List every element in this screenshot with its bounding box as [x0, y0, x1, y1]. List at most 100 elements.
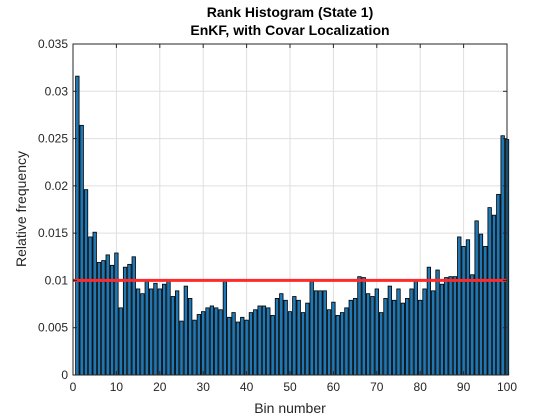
histogram-bar — [92, 231, 97, 376]
histogram-bar — [496, 193, 501, 376]
y-tick-label: 0.01 — [45, 273, 69, 287]
histogram-bar — [361, 277, 366, 376]
histogram-bar — [240, 316, 245, 376]
histogram-bar — [422, 288, 427, 376]
histogram-bar — [270, 315, 275, 376]
x-tick-label: 100 — [497, 380, 517, 394]
histogram-bar — [131, 256, 136, 376]
histogram-bar — [348, 299, 353, 376]
histogram-bar — [431, 290, 436, 376]
histogram-bar — [227, 316, 232, 376]
histogram-bar — [162, 283, 167, 376]
y-axis-label: Relative frequency — [13, 151, 29, 267]
histogram-bar — [370, 296, 375, 376]
histogram-bar — [183, 285, 188, 376]
histogram-bar — [287, 311, 293, 376]
histogram-bar — [148, 288, 154, 376]
y-tick-label: 0.035 — [38, 37, 68, 51]
histogram-bar — [122, 266, 128, 376]
chart-title-line-2: EnKF, with Covar Localization — [190, 22, 389, 38]
histogram-bar — [387, 285, 392, 376]
y-tick-label: 0.005 — [38, 321, 68, 335]
histogram-bar — [231, 312, 236, 376]
histogram-bar — [114, 252, 119, 376]
x-axis-label: Bin number — [254, 400, 326, 416]
histogram-bar — [279, 293, 284, 376]
y-tick-label: 0.03 — [45, 84, 69, 98]
histogram-bar — [331, 301, 336, 376]
histogram-bar — [292, 296, 297, 376]
x-tick-label: 90 — [457, 380, 471, 394]
x-tick-label: 80 — [414, 380, 428, 394]
histogram-bar — [357, 276, 362, 376]
histogram-bar — [500, 135, 505, 376]
chart-title-line-1: Rank Histogram (State 1) — [207, 4, 373, 20]
histogram-bar — [157, 288, 162, 376]
x-tick-label: 50 — [283, 380, 297, 394]
histogram-bar — [326, 309, 332, 376]
y-tick-label: 0 — [61, 368, 68, 382]
histogram-bar — [461, 245, 466, 376]
histogram-bar — [435, 269, 440, 376]
histogram-bar — [105, 254, 110, 376]
x-tick-label: 10 — [110, 380, 124, 394]
histogram-bar — [448, 276, 453, 376]
histogram-bar — [305, 302, 310, 376]
histogram-bar — [365, 293, 371, 376]
histogram-bar — [218, 309, 223, 376]
histogram-bar — [118, 307, 123, 376]
histogram-bar — [474, 220, 479, 376]
histogram-bar — [309, 280, 314, 376]
histogram-bar — [144, 280, 149, 376]
histogram-bars — [75, 75, 510, 376]
histogram-bar — [209, 305, 215, 376]
histogram-bar — [296, 299, 301, 376]
axis-ticks: 0 10 20 30 40 50 60 70 80 90 100 0 0.005 0.01 0.015 0.0… — [38, 37, 517, 394]
histogram-bar — [175, 290, 180, 376]
histogram-bar — [88, 236, 93, 376]
histogram-bar — [214, 307, 219, 376]
histogram-bar — [396, 288, 401, 376]
histogram-bar — [335, 315, 340, 376]
histogram-bar — [383, 297, 388, 376]
y-tick-label: 0.025 — [38, 132, 68, 146]
histogram-bar — [101, 260, 106, 376]
x-tick-label: 60 — [327, 380, 341, 394]
histogram-bar — [75, 75, 80, 376]
histogram-bar — [253, 309, 258, 376]
histogram-bar — [452, 276, 458, 376]
histogram-bar — [339, 312, 345, 376]
x-tick-label: 70 — [370, 380, 384, 394]
histogram-bar — [491, 214, 497, 376]
histogram-bar — [248, 312, 254, 376]
histogram-bar — [409, 288, 414, 376]
histogram-bar — [283, 299, 288, 376]
histogram-bar — [344, 307, 349, 376]
histogram-bar — [457, 236, 462, 376]
histogram-bar — [79, 124, 84, 376]
histogram-bar — [257, 305, 262, 376]
histogram-bar — [244, 319, 249, 376]
histogram-bar — [405, 297, 410, 376]
histogram-bar — [170, 296, 175, 376]
histogram-bar — [300, 312, 306, 376]
histogram-bar — [392, 299, 397, 376]
histogram-bar — [192, 319, 197, 376]
histogram-bar — [418, 299, 423, 376]
histogram-bar — [318, 290, 323, 376]
histogram-bar — [379, 312, 384, 376]
y-tick-label: 0.015 — [38, 226, 68, 240]
x-tick-label: 40 — [240, 380, 254, 394]
histogram-bar — [478, 233, 484, 376]
x-tick-label: 30 — [197, 380, 211, 394]
histogram-bar — [140, 293, 145, 376]
histogram-bar — [166, 279, 171, 376]
histogram-bar — [201, 311, 206, 376]
x-tick-label: 20 — [153, 380, 167, 394]
histogram-bar — [222, 280, 228, 376]
histogram-bar — [483, 245, 488, 376]
histogram-bar — [465, 239, 471, 376]
histogram-bar — [313, 290, 319, 376]
histogram-bar — [487, 207, 492, 376]
y-tick-label: 0.02 — [45, 179, 69, 193]
